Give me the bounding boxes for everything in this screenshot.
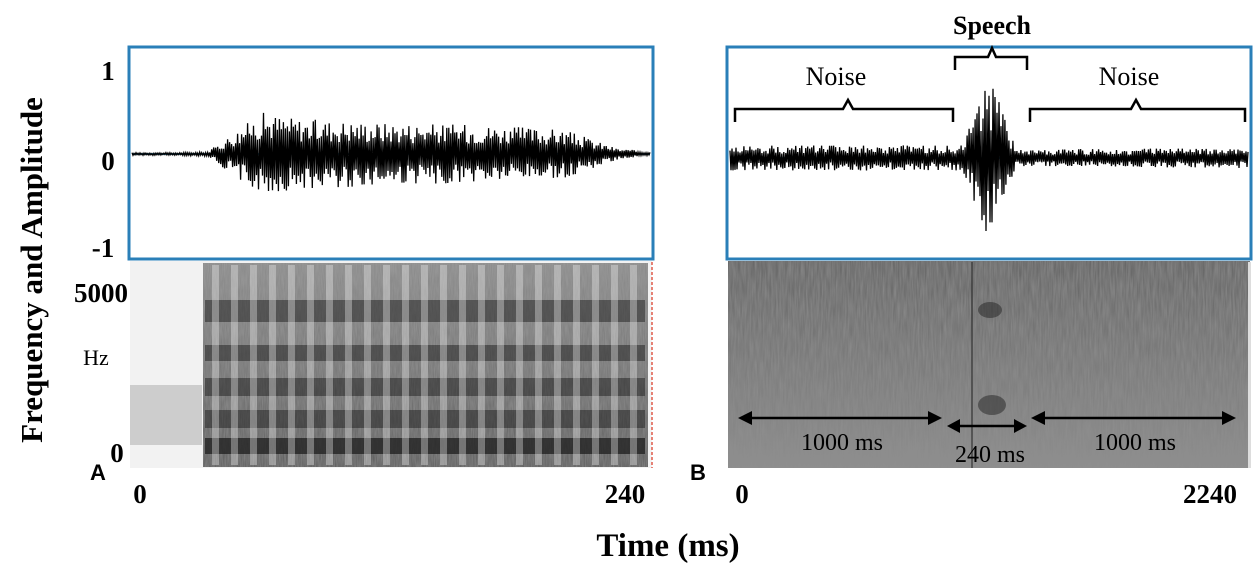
panel-b-xtick-2240: 2240 [1183, 479, 1237, 509]
glottal-striation [516, 265, 523, 465]
speech-bracket [953, 44, 1029, 70]
glottal-striation [383, 265, 390, 465]
glottal-striation [459, 265, 466, 465]
panel-b-waveform [729, 88, 1249, 232]
formant-band-5 [205, 438, 645, 454]
annotation-noise-right: Noise [1099, 62, 1160, 91]
panel-b-segment-arrows [738, 411, 1236, 433]
panel-b: Noise Speech Noise 1000 ms 240 ms 10 [690, 11, 1253, 509]
panel-b-spectrogram [728, 261, 1251, 468]
noise-bracket-right [1028, 97, 1247, 122]
glottal-striation [345, 265, 352, 465]
panel-a-ytick-neg1: -1 [92, 233, 115, 263]
panel-a-waveform-trace [131, 112, 651, 192]
glottal-striation [307, 265, 314, 465]
y-axis-title: Frequency and Amplitude [14, 97, 49, 443]
glottal-striation [364, 265, 371, 465]
glottal-striation [421, 265, 428, 465]
glottal-striation [554, 265, 561, 465]
annotation-speech: Speech [953, 11, 1032, 40]
glottal-striation [250, 265, 257, 465]
glottal-striation [573, 265, 580, 465]
panel-b-waveform-trace [729, 88, 1249, 232]
panel-a-xtick-240: 240 [605, 479, 646, 509]
panel-a-ylabel-hz: Hz [83, 345, 109, 370]
panel-a-xtick-0: 0 [133, 479, 147, 509]
glottal-striation [497, 265, 504, 465]
panel-b-letter: B [690, 460, 706, 485]
panel-a-spectrogram [130, 261, 653, 468]
glottal-striation [212, 265, 219, 465]
segment-label-speech: 240 ms [955, 442, 1025, 468]
panel-a-ytick-0: 0 [101, 146, 115, 176]
panel-a-ytick-1: 1 [101, 56, 115, 86]
formant-band-4 [205, 410, 645, 428]
glottal-striation [269, 265, 276, 465]
panel-a-waveform [131, 112, 651, 192]
panel-a: 1 0 -1 5000 Hz 0 A 0 240 [74, 45, 655, 509]
segment-label-noise-left: 1000 ms [801, 430, 883, 456]
glottal-striation [535, 265, 542, 465]
noise-bracket-left [733, 97, 955, 122]
annotation-noise-left: Noise [806, 62, 867, 91]
formant-band-2 [205, 345, 645, 361]
glottal-striation [592, 265, 599, 465]
panel-a-ytick-5000: 5000 [74, 278, 128, 308]
glottal-striation [478, 265, 485, 465]
glottal-striation [440, 265, 447, 465]
glottal-striation [288, 265, 295, 465]
glottal-striation [611, 265, 618, 465]
glottal-striation [402, 265, 409, 465]
panel-b-brackets [733, 44, 1247, 122]
formant-band-1 [205, 300, 645, 322]
glottal-striation [231, 265, 238, 465]
glottal-striation [326, 265, 333, 465]
x-axis-title: Time (ms) [596, 528, 739, 563]
glottal-striation [630, 265, 637, 465]
segment-label-noise-right: 1000 ms [1094, 430, 1176, 456]
panel-b-xtick-0: 0 [735, 479, 749, 509]
panel-a-ytick-0-freq: 0 [110, 438, 124, 468]
formant-band-3 [205, 378, 645, 396]
panel-a-letter: A [90, 460, 106, 485]
